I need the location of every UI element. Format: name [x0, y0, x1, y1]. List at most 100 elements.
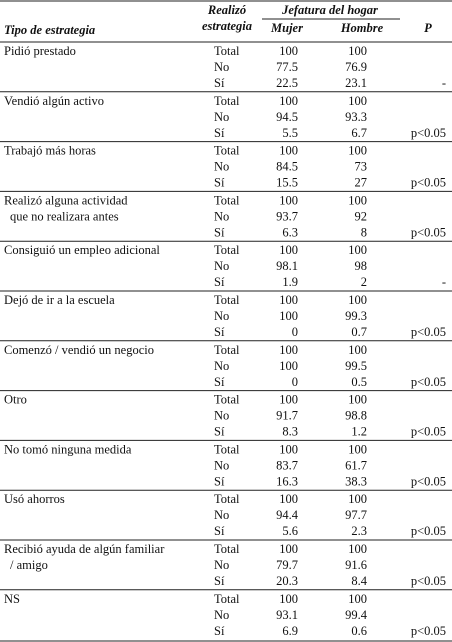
female-value: 20.3	[276, 574, 298, 588]
answer: Total	[214, 592, 240, 606]
female-value: 93.1	[276, 608, 298, 622]
strategy-label: Pidió prestado	[4, 44, 76, 58]
p-value: p<0.05	[411, 574, 446, 588]
strategy-label: Comenzó / vendió un negocio	[4, 343, 154, 357]
male-value: 8	[361, 225, 367, 239]
male-value: 100	[348, 144, 367, 158]
p-value: p<0.05	[411, 474, 446, 488]
p-value: p<0.05	[411, 425, 446, 439]
female-value: 1.9	[282, 275, 298, 289]
female-value: 6.9	[282, 624, 298, 638]
female-value: 77.5	[276, 60, 298, 74]
answer: Total	[214, 442, 240, 456]
female-value: 98.1	[276, 259, 298, 273]
female-value: 100	[279, 393, 298, 407]
female-value: 100	[279, 492, 298, 506]
answer: Total	[214, 393, 240, 407]
male-value: 99.4	[345, 608, 368, 622]
female-value: 100	[279, 592, 298, 606]
p-value: p<0.05	[411, 225, 446, 239]
p-value: p<0.05	[411, 176, 446, 190]
female-value: 100	[279, 359, 298, 373]
male-value: 100	[348, 193, 367, 207]
male-value: 0.5	[351, 375, 367, 389]
header-household: Jefatura del hogar	[281, 3, 378, 17]
answer: Sí	[214, 474, 225, 488]
strategy-label: Vendió algún activo	[4, 94, 104, 108]
male-value: 100	[348, 393, 367, 407]
strategy-label: Trabajó más horas	[4, 144, 96, 158]
female-value: 22.5	[276, 76, 298, 90]
female-value: 0	[292, 375, 298, 389]
female-value: 5.6	[282, 524, 298, 538]
male-value: 100	[348, 44, 367, 58]
answer: No	[214, 458, 229, 472]
female-value: 94.4	[276, 508, 299, 522]
male-value: 93.3	[345, 110, 367, 124]
female-value: 100	[279, 293, 298, 307]
answer: Total	[214, 243, 240, 257]
female-value: 100	[279, 44, 298, 58]
answer: Total	[214, 343, 240, 357]
answer: Total	[214, 94, 240, 108]
strategy-label: / amigo	[10, 558, 48, 572]
answer: Sí	[214, 524, 225, 538]
male-value: 100	[348, 492, 367, 506]
female-value: 100	[279, 94, 298, 108]
male-value: 23.1	[345, 76, 367, 90]
answer: Sí	[214, 275, 225, 289]
answer: No	[214, 160, 229, 174]
header-strategy: Tipo de estrategia	[4, 23, 95, 37]
male-value: 2.3	[351, 524, 367, 538]
strategy-label: Otro	[4, 393, 27, 407]
male-value: 97.7	[345, 508, 367, 522]
female-value: 94.5	[276, 110, 298, 124]
female-value: 79.7	[276, 558, 298, 572]
answer: Total	[214, 144, 240, 158]
answer: No	[214, 409, 229, 423]
strategy-label: que no realizara antes	[10, 209, 119, 223]
male-value: 100	[348, 243, 367, 257]
answer: No	[214, 558, 229, 572]
female-value: 83.7	[276, 458, 298, 472]
answer: No	[214, 110, 229, 124]
male-value: 91.6	[345, 558, 367, 572]
answer: Sí	[214, 225, 225, 239]
answer: Sí	[214, 375, 225, 389]
male-value: 98.8	[345, 409, 367, 423]
p-value: -	[442, 275, 446, 289]
strategy-label: NS	[4, 592, 20, 606]
female-value: 100	[279, 144, 298, 158]
female-value: 0	[292, 325, 298, 339]
male-value: 99.3	[345, 309, 367, 323]
female-value: 8.3	[282, 425, 298, 439]
male-value: 0.7	[351, 325, 367, 339]
female-value: 100	[279, 442, 298, 456]
female-value: 100	[279, 193, 298, 207]
male-value: 100	[348, 442, 367, 456]
strategy-label: No tomó ninguna medida	[4, 442, 132, 456]
male-value: 100	[348, 343, 367, 357]
female-value: 16.3	[276, 474, 298, 488]
male-value: 100	[348, 94, 367, 108]
male-value: 100	[348, 293, 367, 307]
male-value: 2	[361, 275, 367, 289]
strategy-label: Recibió ayuda de algún familiar	[4, 542, 165, 556]
answer: Sí	[214, 624, 225, 638]
answer: Sí	[214, 325, 225, 339]
female-value: 5.5	[282, 126, 298, 140]
male-value: 27	[355, 176, 368, 190]
answer: Total	[214, 492, 240, 506]
p-value: p<0.05	[411, 126, 446, 140]
female-value: 91.7	[276, 409, 298, 423]
strategy-label: Consiguió un empleo adicional	[4, 243, 160, 257]
answer: Sí	[214, 126, 225, 140]
p-value: p<0.05	[411, 325, 446, 339]
female-value: 93.7	[276, 209, 298, 223]
answer: Total	[214, 193, 240, 207]
female-value: 100	[279, 343, 298, 357]
male-value: 92	[355, 209, 368, 223]
header-performed: Realizó	[207, 3, 246, 17]
male-value: 1.2	[351, 425, 367, 439]
female-value: 6.3	[282, 225, 298, 239]
